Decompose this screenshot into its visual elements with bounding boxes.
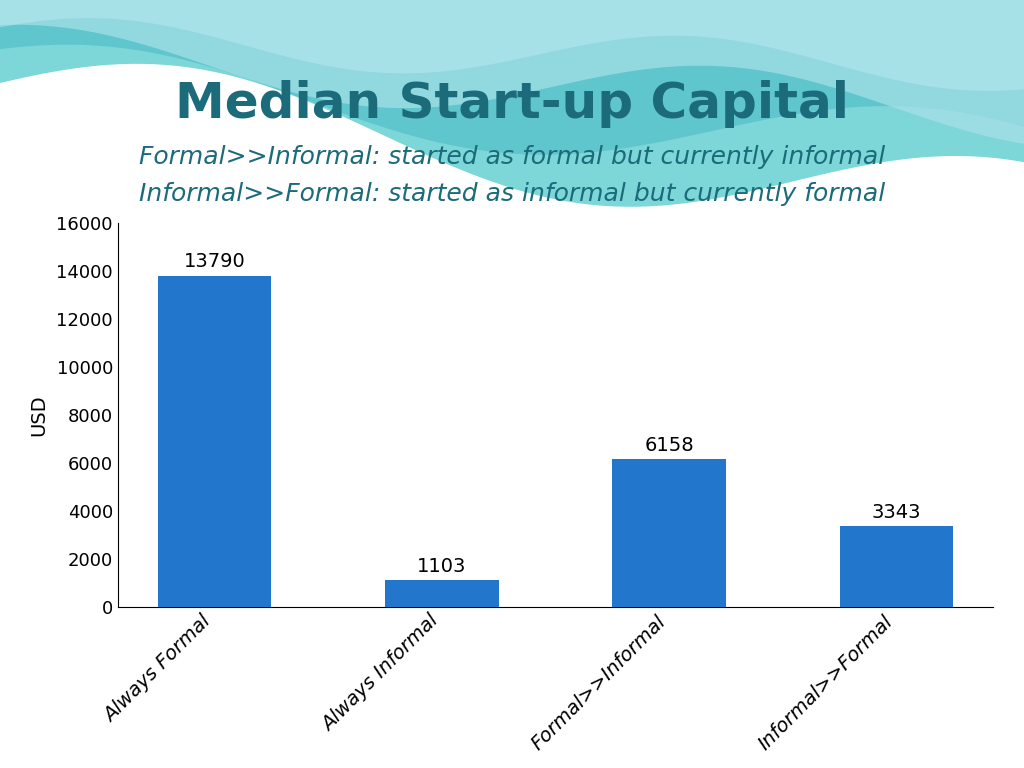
Text: 3343: 3343 [871,503,922,522]
Text: 13790: 13790 [183,253,246,271]
Bar [158,276,271,607]
Text: 1103: 1103 [417,557,467,576]
Bar [612,459,726,607]
Text: Informal>>Formal: started as informal but currently formal: Informal>>Formal: started as informal bu… [139,182,885,207]
Text: Formal>>Informal: started as formal but currently informal: Formal>>Informal: started as formal but … [139,145,885,170]
Bar [385,581,499,607]
Y-axis label: USD: USD [29,394,48,435]
Polygon shape [0,0,1024,144]
Polygon shape [0,0,1024,154]
Polygon shape [0,0,1024,207]
Text: Median Start-up Capital: Median Start-up Capital [175,80,849,127]
Bar [840,527,953,607]
Text: 6158: 6158 [644,435,694,455]
Polygon shape [0,0,1024,91]
